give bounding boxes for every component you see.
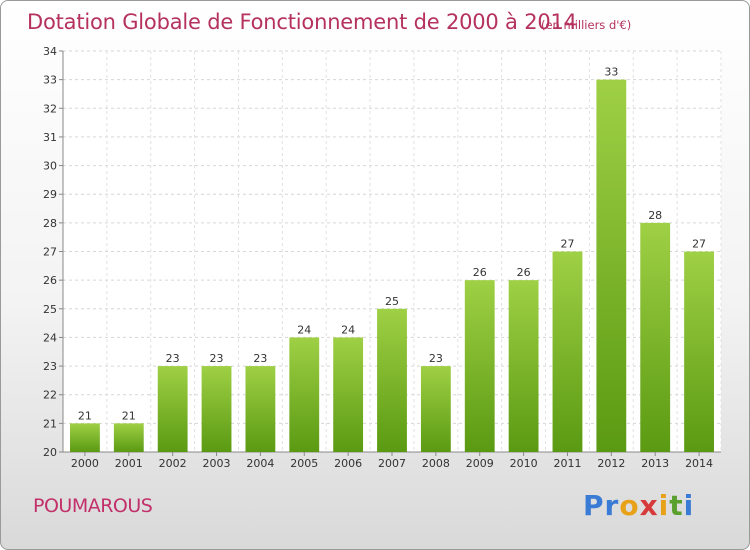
bar <box>201 366 232 452</box>
y-tick-label: 20 <box>43 446 57 459</box>
bar <box>333 337 364 452</box>
logo-letter: o <box>619 489 640 522</box>
commune-name: POUMAROUS <box>33 495 153 517</box>
logo-letter: i <box>683 489 695 522</box>
x-tick-label: 2006 <box>334 457 362 470</box>
x-tick-label: 2009 <box>466 457 494 470</box>
bar <box>420 366 451 452</box>
chart-unit-subtitle: (en milliers d'€) <box>541 18 632 32</box>
bar <box>377 308 407 452</box>
x-tick-label: 2007 <box>378 457 406 470</box>
y-tick-label: 28 <box>43 217 57 230</box>
bar <box>552 251 583 452</box>
bar-value-label: 23 <box>210 352 224 365</box>
bar <box>684 251 714 452</box>
x-tick-label: 2012 <box>597 457 625 470</box>
x-tick-label: 2001 <box>115 457 143 470</box>
proxiti-logo: Proxiti <box>583 489 694 522</box>
bar-value-label: 23 <box>166 352 180 365</box>
y-tick-label: 24 <box>43 331 57 344</box>
y-tick-label: 23 <box>43 360 57 373</box>
y-tick-label: 34 <box>43 45 57 58</box>
y-tick-label: 30 <box>43 160 57 173</box>
y-tick-label: 31 <box>43 131 57 144</box>
logo-letter: P <box>583 489 605 522</box>
y-tick-label: 32 <box>43 102 57 115</box>
bar-value-label: 21 <box>78 409 92 422</box>
logo-letter: t <box>669 489 684 522</box>
y-tick-label: 22 <box>43 389 57 402</box>
bar-value-label: 27 <box>560 238 574 251</box>
bar-value-label: 25 <box>385 295 399 308</box>
y-tick-label: 27 <box>43 246 57 259</box>
bar <box>596 79 627 453</box>
x-tick-label: 2003 <box>203 457 231 470</box>
bar-value-label: 28 <box>648 209 662 222</box>
bar <box>289 337 320 452</box>
logo-letter: r <box>604 489 620 522</box>
y-tick-label: 29 <box>43 188 57 201</box>
bar-value-label: 23 <box>253 352 267 365</box>
bar <box>245 366 276 452</box>
x-tick-label: 2010 <box>510 457 538 470</box>
bar-value-label: 26 <box>517 266 531 279</box>
bar-value-label: 23 <box>429 352 443 365</box>
bar <box>508 280 539 452</box>
x-tick-label: 2005 <box>290 457 318 470</box>
x-tick-label: 2008 <box>422 457 450 470</box>
y-tick-label: 33 <box>43 74 57 87</box>
y-tick-label: 26 <box>43 274 57 287</box>
bar-value-label: 24 <box>341 323 355 336</box>
bar-value-label: 24 <box>297 323 311 336</box>
y-tick-label: 25 <box>43 303 57 316</box>
x-tick-label: 2004 <box>246 457 274 470</box>
logo-letter: i <box>658 489 670 522</box>
bar-value-label: 21 <box>122 409 136 422</box>
bar <box>157 366 188 452</box>
bar <box>640 222 671 452</box>
bar <box>70 423 100 452</box>
x-tick-label: 2000 <box>71 457 99 470</box>
chart-title: Dotation Globale de Fonctionnement de 20… <box>27 10 577 34</box>
x-tick-label: 2014 <box>685 457 713 470</box>
bar-value-label: 33 <box>604 66 618 79</box>
x-tick-label: 2002 <box>159 457 187 470</box>
bar-value-label: 26 <box>473 266 487 279</box>
bar-value-label: 27 <box>692 238 706 251</box>
x-tick-label: 2011 <box>553 457 581 470</box>
x-tick-label: 2013 <box>641 457 669 470</box>
logo-letter: x <box>639 489 659 522</box>
y-tick-label: 21 <box>43 417 57 430</box>
bar <box>113 423 144 452</box>
bar <box>464 280 495 452</box>
